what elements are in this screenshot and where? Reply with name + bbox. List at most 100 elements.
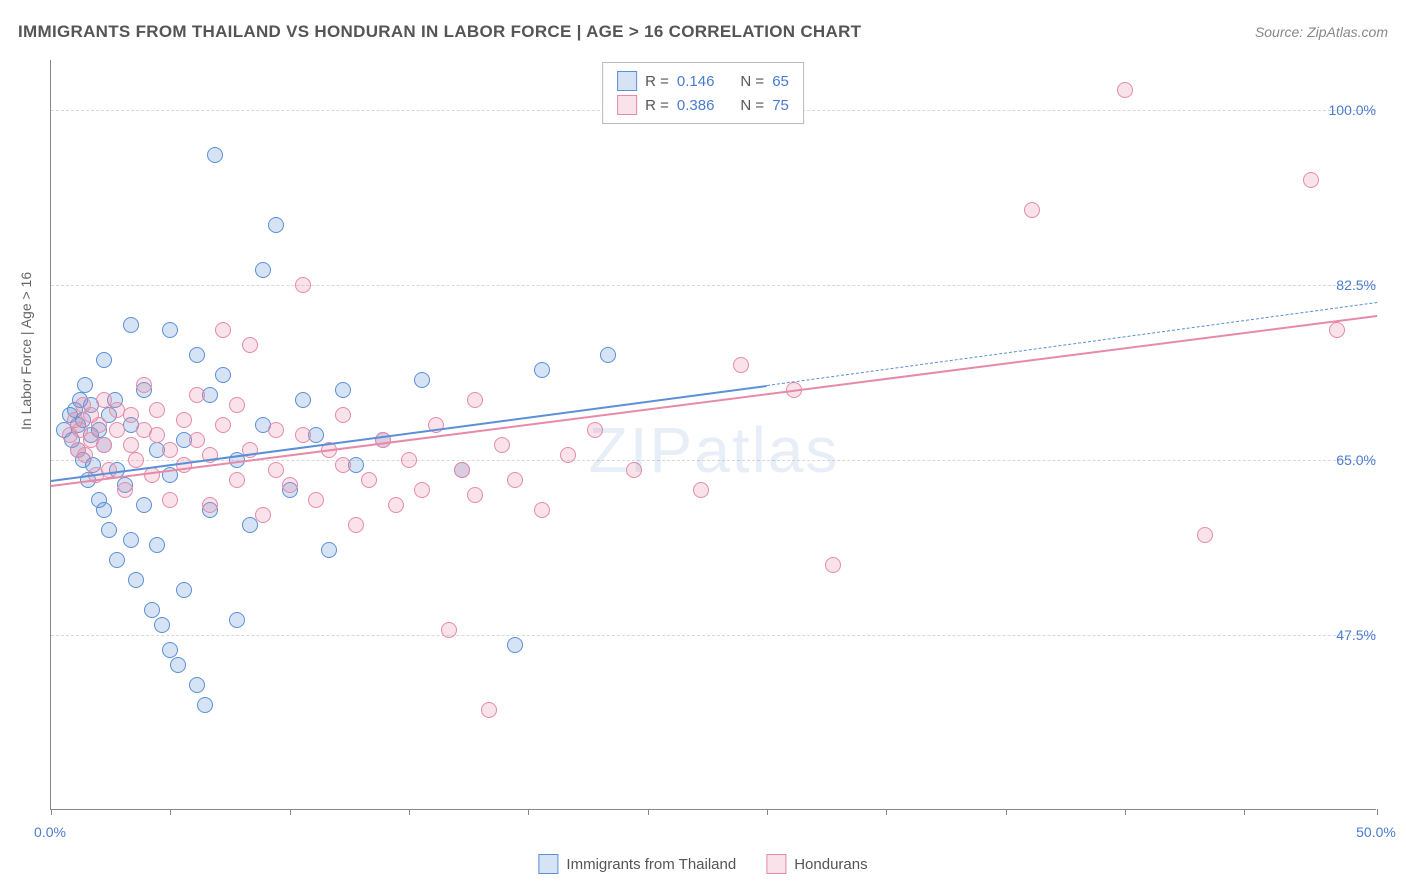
xtick — [1006, 809, 1007, 815]
data-point-honduran — [1024, 202, 1040, 218]
data-point-honduran — [101, 462, 117, 478]
data-point-thailand — [229, 612, 245, 628]
gridline — [51, 285, 1376, 286]
ytick-label: 47.5% — [1321, 627, 1376, 643]
swatch-thailand — [538, 854, 558, 874]
data-point-honduran — [481, 702, 497, 718]
data-point-thailand — [215, 367, 231, 383]
xtick — [1377, 809, 1378, 815]
data-point-honduran — [348, 517, 364, 533]
data-point-honduran — [229, 472, 245, 488]
data-point-honduran — [335, 457, 351, 473]
swatch-thailand — [617, 71, 637, 91]
data-point-honduran — [494, 437, 510, 453]
data-point-thailand — [414, 372, 430, 388]
data-point-thailand — [154, 617, 170, 633]
data-point-honduran — [162, 442, 178, 458]
legend-label: Hondurans — [794, 856, 867, 873]
data-point-honduran — [454, 462, 470, 478]
r-value-thailand: 0.146 — [677, 73, 715, 90]
n-value-thailand: 65 — [772, 73, 789, 90]
data-point-thailand — [101, 522, 117, 538]
data-point-honduran — [117, 482, 133, 498]
xtick — [170, 809, 171, 815]
data-point-honduran — [560, 447, 576, 463]
data-point-honduran — [414, 482, 430, 498]
data-point-honduran — [268, 422, 284, 438]
gridline — [51, 635, 1376, 636]
y-axis-label: In Labor Force | Age > 16 — [18, 272, 34, 430]
data-point-thailand — [268, 217, 284, 233]
data-point-honduran — [255, 507, 271, 523]
data-point-honduran — [295, 427, 311, 443]
data-point-honduran — [401, 452, 417, 468]
data-point-honduran — [128, 452, 144, 468]
data-point-thailand — [507, 637, 523, 653]
data-point-honduran — [693, 482, 709, 498]
data-point-honduran — [242, 337, 258, 353]
data-point-honduran — [361, 472, 377, 488]
data-point-honduran — [202, 497, 218, 513]
data-point-thailand — [207, 147, 223, 163]
data-point-thailand — [128, 572, 144, 588]
r-label: R = — [645, 73, 669, 90]
data-point-thailand — [600, 347, 616, 363]
xtick-label: 50.0% — [1356, 824, 1396, 840]
data-point-honduran — [587, 422, 603, 438]
data-point-honduran — [123, 407, 139, 423]
data-point-thailand — [189, 347, 205, 363]
data-point-honduran — [96, 437, 112, 453]
data-point-thailand — [96, 352, 112, 368]
data-point-thailand — [123, 532, 139, 548]
data-point-thailand — [189, 677, 205, 693]
data-point-honduran — [91, 417, 107, 433]
data-point-honduran — [144, 467, 160, 483]
data-point-thailand — [197, 697, 213, 713]
n-label: N = — [740, 73, 764, 90]
data-point-honduran — [825, 557, 841, 573]
data-point-honduran — [1303, 172, 1319, 188]
data-point-honduran — [77, 447, 93, 463]
data-point-honduran — [149, 427, 165, 443]
data-point-thailand — [144, 602, 160, 618]
xtick — [409, 809, 410, 815]
watermark: ZIPatlas — [589, 413, 840, 487]
chart-title: IMMIGRANTS FROM THAILAND VS HONDURAN IN … — [18, 22, 861, 42]
data-point-honduran — [215, 417, 231, 433]
legend-label: Immigrants from Thailand — [566, 856, 736, 873]
r-value-honduran: 0.386 — [677, 97, 715, 114]
data-point-thailand — [176, 582, 192, 598]
data-point-thailand — [170, 657, 186, 673]
xtick — [1125, 809, 1126, 815]
data-point-honduran — [149, 402, 165, 418]
header: IMMIGRANTS FROM THAILAND VS HONDURAN IN … — [18, 22, 1388, 42]
data-point-thailand — [123, 317, 139, 333]
data-point-honduran — [295, 277, 311, 293]
ytick-label: 65.0% — [1321, 452, 1376, 468]
data-point-honduran — [1117, 82, 1133, 98]
data-point-honduran — [733, 357, 749, 373]
data-point-honduran — [268, 462, 284, 478]
data-point-honduran — [136, 377, 152, 393]
xtick — [767, 809, 768, 815]
ytick-label: 82.5% — [1321, 277, 1376, 293]
data-point-honduran — [215, 322, 231, 338]
xtick — [886, 809, 887, 815]
xtick — [1244, 809, 1245, 815]
trend-line — [767, 302, 1377, 386]
xtick — [648, 809, 649, 815]
swatch-honduran — [766, 854, 786, 874]
data-point-honduran — [467, 392, 483, 408]
data-point-honduran — [626, 462, 642, 478]
data-point-honduran — [282, 477, 298, 493]
data-point-honduran — [467, 487, 483, 503]
data-point-thailand — [162, 322, 178, 338]
legend-item-thailand: Immigrants from Thailand — [538, 854, 736, 874]
data-point-thailand — [136, 497, 152, 513]
data-point-thailand — [109, 552, 125, 568]
data-point-thailand — [335, 382, 351, 398]
data-point-honduran — [189, 432, 205, 448]
data-point-honduran — [1329, 322, 1345, 338]
data-point-thailand — [534, 362, 550, 378]
swatch-honduran — [617, 95, 637, 115]
